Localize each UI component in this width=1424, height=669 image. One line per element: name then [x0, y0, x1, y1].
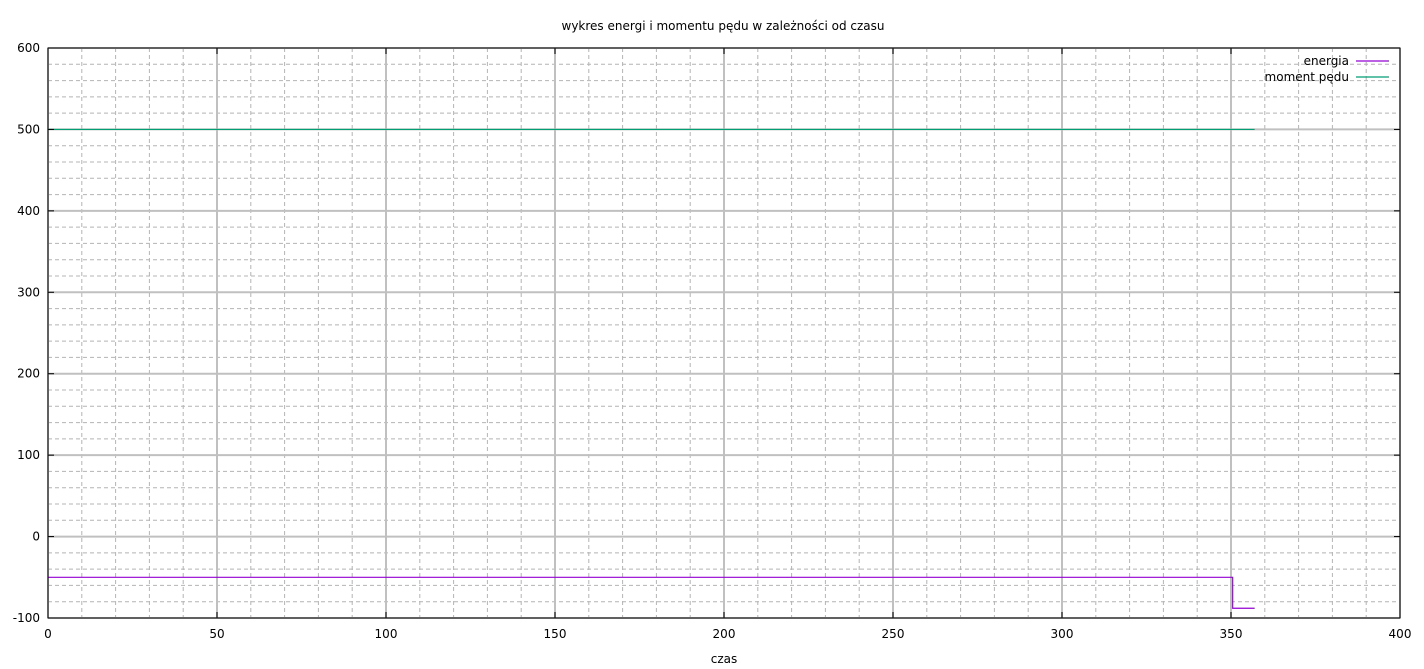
x-tick-label: 200: [713, 627, 736, 641]
y-tick-label: 300: [17, 285, 40, 299]
y-tick-label: 0: [32, 530, 40, 544]
x-tick-label: 0: [44, 627, 52, 641]
y-tick-label: 600: [17, 41, 40, 55]
series-layer: [48, 128, 1255, 609]
chart-title: wykres energi i momentu pędu w zależnośc…: [562, 19, 885, 33]
y-tick-label: 400: [17, 204, 40, 218]
y-tick-label: 100: [17, 448, 40, 462]
series-line-energia: [48, 576, 1255, 609]
y-tick-label: -100: [13, 611, 40, 625]
legend-label: moment pędu: [1265, 70, 1349, 84]
x-tick-label: 300: [1051, 627, 1074, 641]
legend: energia moment pędu: [1265, 54, 1389, 84]
ticks: [47, 47, 1401, 619]
x-tick-label: 100: [375, 627, 398, 641]
x-tick-label: 400: [1389, 627, 1412, 641]
x-axis-label: czas: [711, 652, 738, 666]
x-tick-label: 50: [209, 627, 224, 641]
x-tick-label: 150: [544, 627, 567, 641]
x-tick-label: 350: [1220, 627, 1243, 641]
y-tick-label: 500: [17, 122, 40, 136]
tick-labels: 0 50 100 150 200 250 300 350 400 -100 0 100 200 300 40…: [13, 41, 1412, 641]
x-tick-label: 250: [882, 627, 905, 641]
legend-label: energia: [1304, 54, 1349, 68]
y-tick-label: 200: [17, 367, 40, 381]
